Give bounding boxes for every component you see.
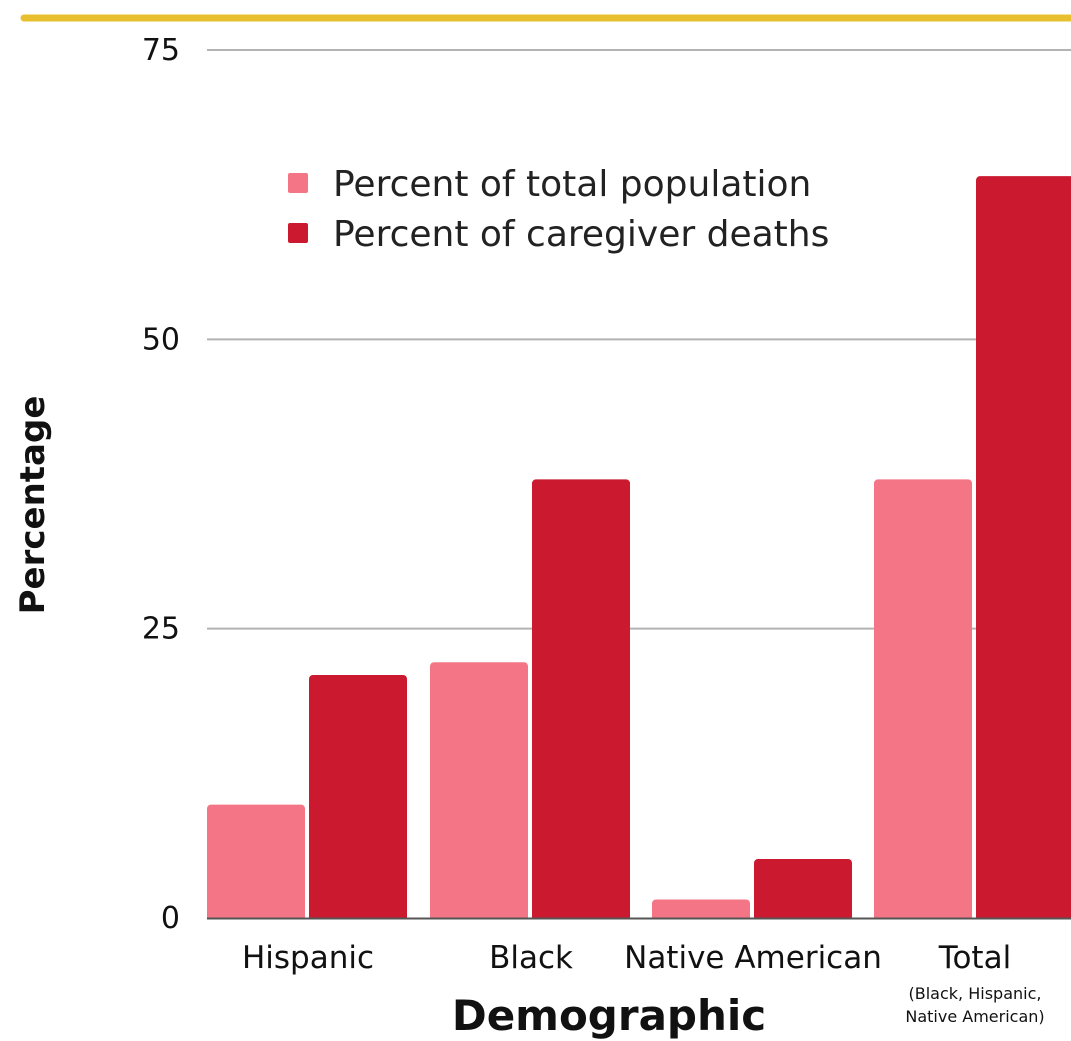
- y-tick-label: 75: [142, 33, 180, 68]
- legend-label: Percent of caregiver deaths: [333, 214, 829, 255]
- bar-base: [976, 914, 1071, 918]
- x-tick-sublabel: (Black, Hispanic,: [909, 984, 1042, 1003]
- x-axis-title: Demographic: [452, 991, 766, 1040]
- y-tick-label: 25: [142, 612, 180, 647]
- bar-base: [309, 914, 407, 918]
- bar-base: [532, 914, 630, 918]
- bar-base: [754, 914, 852, 918]
- bar: [430, 662, 528, 918]
- x-tick-sublabel: Native American): [905, 1007, 1044, 1026]
- y-axis-title: Percentage: [13, 396, 53, 615]
- bar: [309, 674, 407, 918]
- bar: [532, 479, 630, 918]
- legend-swatch: [288, 223, 308, 243]
- bar-base: [430, 914, 528, 918]
- bar-base: [652, 914, 750, 918]
- x-tick-label: Native American: [624, 940, 882, 976]
- y-tick-label: 0: [161, 901, 180, 936]
- bar: [976, 176, 1071, 918]
- x-tick-label: Hispanic: [242, 940, 374, 976]
- bar: [207, 804, 305, 918]
- x-tick-label: Total: [938, 940, 1011, 976]
- bar-base: [874, 914, 972, 918]
- legend-label: Percent of total population: [333, 164, 811, 205]
- bar: [874, 479, 972, 918]
- legend-swatch: [288, 173, 308, 193]
- bar: [652, 899, 750, 918]
- x-tick-label: Black: [489, 940, 573, 976]
- bar-base: [207, 914, 305, 918]
- y-tick-label: 50: [142, 322, 180, 357]
- bar: [754, 858, 852, 918]
